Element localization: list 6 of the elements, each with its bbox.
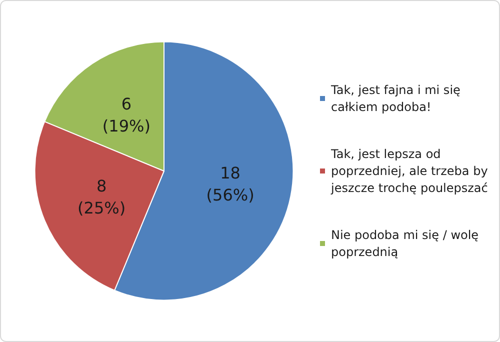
data-label: 6 (19%) bbox=[102, 94, 150, 136]
legend-label: Nie podoba mi się / wolę poprzednią bbox=[331, 228, 482, 259]
data-label: 8 (25%) bbox=[78, 176, 126, 218]
legend-label: Tak, jest lepsza od poprzedniej, ale trzeba by jeszcze trochę poulepszać bbox=[330, 147, 492, 195]
data-label: 18 (56%) bbox=[206, 164, 254, 205]
legend-label: Tak, jest fajna i mi się całkiem podoba! bbox=[330, 83, 464, 114]
